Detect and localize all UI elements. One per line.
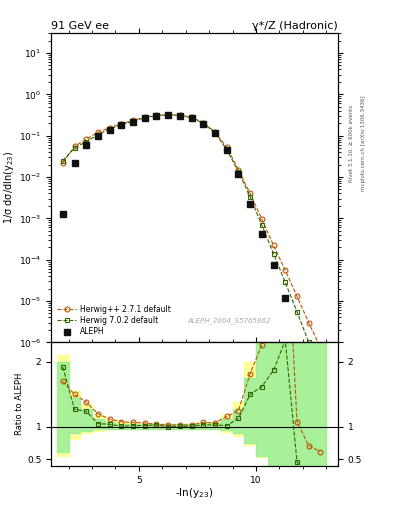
Herwig++ 2.7.1 default xyxy=(307,319,311,326)
ALEPH xyxy=(107,126,112,133)
Herwig++ 2.7.1 default xyxy=(283,267,288,273)
ALEPH xyxy=(236,170,241,177)
Herwig 7.0.2 default xyxy=(107,126,112,132)
ALEPH xyxy=(213,130,217,136)
ALEPH xyxy=(189,115,194,121)
Herwig++ 2.7.1 default xyxy=(131,117,136,123)
Herwig++ 2.7.1 default xyxy=(189,114,194,120)
Text: mcplots.cern.ch [arXiv:1306.3436]: mcplots.cern.ch [arXiv:1306.3436] xyxy=(361,96,366,191)
Herwig 7.0.2 default xyxy=(131,118,136,124)
Herwig 7.0.2 default xyxy=(259,222,264,228)
ALEPH xyxy=(271,262,276,268)
Herwig 7.0.2 default xyxy=(72,145,77,151)
ALEPH xyxy=(178,113,182,119)
ALEPH xyxy=(142,115,147,121)
ALEPH xyxy=(248,201,253,207)
Herwig++ 2.7.1 default xyxy=(295,293,299,300)
ALEPH xyxy=(84,142,88,148)
ALEPH xyxy=(166,112,171,118)
Herwig++ 2.7.1 default xyxy=(178,112,182,118)
Herwig 7.0.2 default xyxy=(248,194,253,200)
ALEPH xyxy=(154,113,159,119)
Text: γ*/Z (Hadronic): γ*/Z (Hadronic) xyxy=(252,21,338,31)
Text: Rivet 3.1.10, ≥ 600k events: Rivet 3.1.10, ≥ 600k events xyxy=(349,105,354,182)
X-axis label: -ln(y$_{23}$): -ln(y$_{23}$) xyxy=(175,486,214,500)
ALEPH xyxy=(61,210,65,217)
Herwig 7.0.2 default xyxy=(154,113,159,119)
ALEPH xyxy=(72,160,77,166)
Herwig++ 2.7.1 default xyxy=(154,113,159,119)
Herwig++ 2.7.1 default xyxy=(248,190,253,197)
ALEPH xyxy=(201,121,206,127)
Line: Herwig++ 2.7.1 default: Herwig++ 2.7.1 default xyxy=(61,112,323,350)
Herwig++ 2.7.1 default xyxy=(166,112,171,118)
Herwig 7.0.2 default xyxy=(84,138,88,144)
Herwig 7.0.2 default xyxy=(201,120,206,126)
Line: Herwig 7.0.2 default: Herwig 7.0.2 default xyxy=(61,113,323,370)
Herwig++ 2.7.1 default xyxy=(72,143,77,150)
Text: ALEPH_2004_S5765862: ALEPH_2004_S5765862 xyxy=(187,317,271,324)
Herwig++ 2.7.1 default xyxy=(107,124,112,131)
Herwig 7.0.2 default xyxy=(283,280,288,286)
Herwig++ 2.7.1 default xyxy=(259,216,264,222)
Herwig 7.0.2 default xyxy=(189,115,194,121)
ALEPH xyxy=(131,118,136,124)
Herwig++ 2.7.1 default xyxy=(142,114,147,120)
Herwig++ 2.7.1 default xyxy=(119,121,124,127)
Herwig++ 2.7.1 default xyxy=(84,136,88,142)
Herwig 7.0.2 default xyxy=(318,364,323,370)
Herwig 7.0.2 default xyxy=(295,309,299,315)
Herwig 7.0.2 default xyxy=(236,168,241,175)
Text: 91 GeV ee: 91 GeV ee xyxy=(51,21,109,31)
Herwig 7.0.2 default xyxy=(271,250,276,257)
Herwig 7.0.2 default xyxy=(224,146,229,153)
Y-axis label: Ratio to ALEPH: Ratio to ALEPH xyxy=(15,373,24,435)
Herwig 7.0.2 default xyxy=(307,339,311,346)
Y-axis label: 1/σ dσ/dln(y$_{23}$): 1/σ dσ/dln(y$_{23}$) xyxy=(2,151,16,224)
Herwig++ 2.7.1 default xyxy=(236,166,241,173)
Herwig++ 2.7.1 default xyxy=(271,242,276,248)
Herwig 7.0.2 default xyxy=(213,130,217,136)
Herwig 7.0.2 default xyxy=(166,112,171,118)
ALEPH xyxy=(283,294,288,301)
ALEPH xyxy=(259,231,264,237)
Herwig++ 2.7.1 default xyxy=(201,119,206,125)
Herwig 7.0.2 default xyxy=(95,132,100,138)
Legend: Herwig++ 2.7.1 default, Herwig 7.0.2 default, ALEPH: Herwig++ 2.7.1 default, Herwig 7.0.2 def… xyxy=(55,302,173,338)
Herwig 7.0.2 default xyxy=(61,158,65,164)
Herwig++ 2.7.1 default xyxy=(213,129,217,135)
Herwig++ 2.7.1 default xyxy=(224,144,229,151)
Herwig++ 2.7.1 default xyxy=(318,345,323,351)
Herwig++ 2.7.1 default xyxy=(61,160,65,166)
ALEPH xyxy=(95,133,100,139)
Herwig 7.0.2 default xyxy=(142,115,147,121)
Line: ALEPH: ALEPH xyxy=(60,112,288,301)
ALEPH xyxy=(224,147,229,153)
Herwig 7.0.2 default xyxy=(119,122,124,128)
Herwig++ 2.7.1 default xyxy=(95,130,100,136)
Herwig 7.0.2 default xyxy=(178,113,182,119)
ALEPH xyxy=(119,122,124,128)
